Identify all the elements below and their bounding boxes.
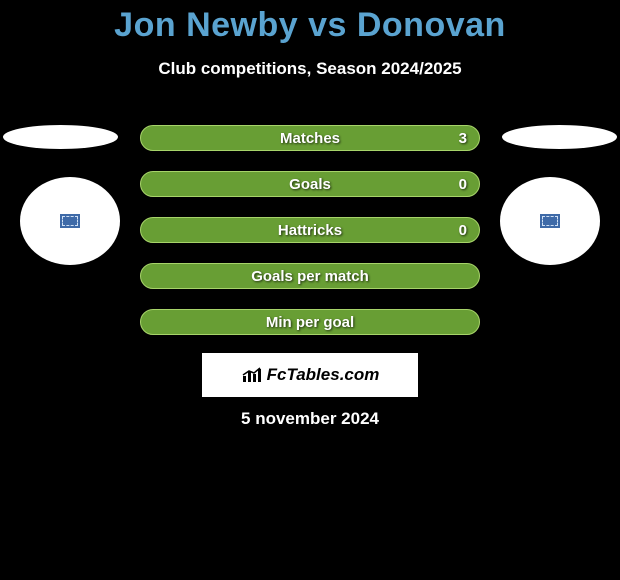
player-right-ellipse <box>502 125 617 149</box>
stat-label: Goals per match <box>251 268 369 285</box>
stat-row-goals-per-match: Goals per match <box>140 263 480 289</box>
player-left-circle <box>20 177 120 265</box>
player-left-ellipse <box>3 125 118 149</box>
stat-label: Min per goal <box>266 314 354 331</box>
stat-row-hattricks: Hattricks 0 <box>140 217 480 243</box>
page-title: Jon Newby vs Donovan <box>0 0 620 45</box>
stat-value: 0 <box>459 222 467 239</box>
chart-icon <box>241 366 263 384</box>
player-right-circle <box>500 177 600 265</box>
page-subtitle: Club competitions, Season 2024/2025 <box>0 59 620 79</box>
stat-value: 3 <box>459 130 467 147</box>
stat-row-min-per-goal: Min per goal <box>140 309 480 335</box>
flag-icon <box>540 214 560 228</box>
stat-value: 0 <box>459 176 467 193</box>
brand-text: FcTables.com <box>267 365 380 385</box>
root-container: Jon Newby vs Donovan Club competitions, … <box>0 0 620 580</box>
stats-panel: Matches 3 Goals 0 Hattricks 0 Goals per … <box>140 125 480 355</box>
stat-label: Goals <box>289 176 331 193</box>
stat-label: Hattricks <box>278 222 342 239</box>
stat-row-matches: Matches 3 <box>140 125 480 151</box>
date-label: 5 november 2024 <box>0 409 620 429</box>
brand-link[interactable]: FcTables.com <box>202 353 418 397</box>
flag-icon <box>60 214 80 228</box>
stat-row-goals: Goals 0 <box>140 171 480 197</box>
stat-label: Matches <box>280 130 340 147</box>
